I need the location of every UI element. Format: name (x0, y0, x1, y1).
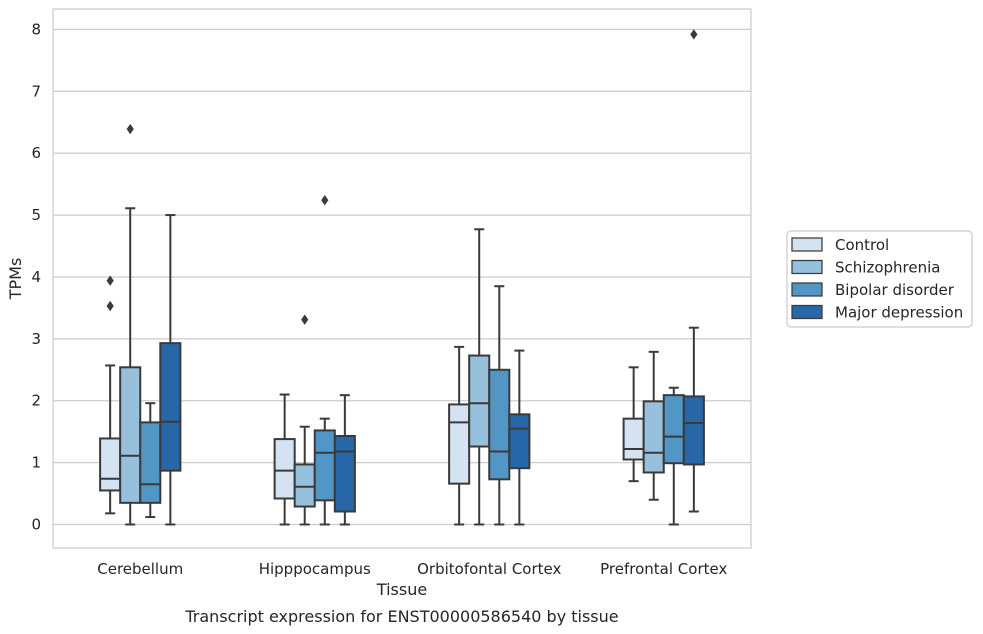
box-iqr (273, 438, 296, 500)
y-tick-label: 1 (31, 454, 41, 472)
outlier-point (106, 275, 114, 286)
y-tick-label: 6 (31, 144, 41, 162)
outlier-point (301, 314, 309, 325)
legend-frame (786, 230, 973, 328)
box-0-1 (119, 123, 142, 526)
x-axis-label: Tissue (376, 580, 427, 599)
box-iqr (642, 400, 665, 474)
outlier-point (106, 300, 114, 312)
box-1-3 (333, 394, 356, 526)
y-tick-label: 7 (31, 82, 41, 100)
box-3-3 (682, 29, 705, 513)
y-tick-label: 8 (31, 20, 41, 38)
chart-caption: Transcript expression for ENST0000058654… (184, 607, 618, 626)
box-1-2 (313, 195, 336, 526)
legend-swatch (791, 259, 823, 275)
y-tick-label: 5 (31, 206, 41, 224)
legend-swatch (791, 282, 823, 297)
y-tick-label: 0 (31, 515, 41, 533)
box-iqr (99, 437, 122, 492)
box-2-0 (448, 345, 471, 526)
outlier-point (126, 123, 134, 135)
x-tick-label: Cerebellum (97, 560, 183, 578)
outlier-point (690, 29, 698, 40)
box-iqr (448, 403, 471, 485)
legend-label: Major depression (835, 304, 963, 322)
legend: Control Schizophrenia Bipolar disorder Majo… (786, 230, 973, 328)
box-plots (99, 29, 705, 526)
legend-label: Bipolar disorder (835, 281, 955, 299)
y-tick-label: 3 (31, 330, 41, 348)
box-iqr (488, 368, 511, 481)
y-tick-label: 4 (31, 268, 41, 286)
box-2-2 (488, 285, 511, 526)
box-iqr (139, 421, 162, 504)
x-tick-label: Orbitofontal Cortex (417, 560, 561, 578)
y-tick-labels: 0 1 2 3 4 5 6 7 8 (31, 20, 41, 533)
box-iqr (622, 417, 645, 461)
outlier-point (321, 195, 329, 206)
box-0-3 (159, 214, 182, 526)
box-3-2 (662, 386, 685, 526)
box-iqr (682, 395, 705, 466)
box-2-1 (468, 228, 491, 526)
box-iqr (313, 429, 336, 502)
x-tick-labels: Cerebellum Hipppocampus Orbitofontal Corte… (97, 560, 727, 578)
box-2-3 (508, 349, 531, 526)
box-3-0 (622, 366, 645, 483)
box-iqr (662, 394, 685, 465)
box-iqr (293, 463, 316, 508)
x-tick-label: Hipppocampus (259, 560, 371, 578)
box-0-2 (139, 402, 162, 519)
y-tick-label: 2 (31, 392, 41, 410)
x-tick-label: Prefrontal Cortex (600, 560, 727, 578)
box-1-0 (273, 393, 296, 526)
legend-label: Schizophrenia (835, 259, 940, 277)
box-1-1 (293, 314, 316, 526)
legend-label: Control (835, 236, 889, 254)
box-iqr (159, 342, 182, 472)
box-0-0 (99, 275, 122, 515)
legend-swatch (791, 237, 823, 252)
box-iqr (119, 366, 142, 504)
box-3-1 (642, 350, 665, 501)
box-iqr (468, 354, 491, 448)
box-iqr (333, 434, 356, 513)
plot-area-frame (52, 8, 752, 549)
box-iqr (508, 413, 531, 470)
legend-swatch (791, 304, 823, 320)
y-axis-label: TPMs (6, 258, 25, 301)
